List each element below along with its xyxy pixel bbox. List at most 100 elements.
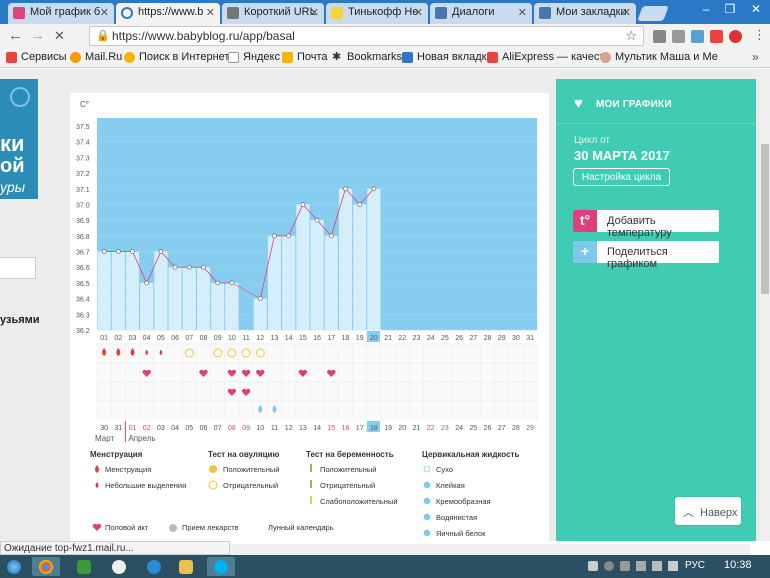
tab-babyblog-url[interactable]: https://www.b ✕: [116, 3, 220, 24]
extension-icon[interactable]: [672, 30, 685, 43]
back-icon[interactable]: ←: [8, 27, 23, 44]
taskbar-ie[interactable]: [140, 557, 168, 576]
yandex-browser-icon: [112, 560, 126, 574]
more-bookmarks-icon[interactable]: »: [752, 50, 759, 64]
forward-icon[interactable]: →: [30, 27, 45, 44]
x-axis-dates: 30 31 01 02 03 04 05 06 07 08 09 10 11 12 13 14 15 16 17 18…: [95, 421, 534, 443]
tab-tinkoff[interactable]: Тинькофф Не ✕: [326, 3, 428, 24]
legend-item: Кремообразная: [436, 497, 491, 506]
pill-icon: [169, 524, 177, 532]
y-axis: C° 37.5 37.4 37.3 37.2 37.1 37.0 36.9 36.8 36.7 36…: [76, 100, 90, 335]
close-icon[interactable]: ✕: [309, 7, 319, 19]
bookmark-label: Mail.Ru: [85, 51, 123, 63]
bookmark-mail[interactable]: Почта: [282, 51, 328, 63]
left-banner[interactable]: ки ой уры: [0, 79, 38, 199]
bookmark-new-tab[interactable]: Новая вкладка: [402, 51, 493, 63]
extension-icon[interactable]: [729, 30, 742, 43]
network-icon[interactable]: [636, 561, 646, 571]
drop-icon: [272, 405, 277, 413]
temperature-point: [258, 296, 263, 301]
day-label: 24: [427, 335, 435, 342]
y-tick-label: 36.8: [76, 234, 90, 241]
close-icon[interactable]: ✕: [621, 7, 631, 19]
taskbar-yandex[interactable]: [105, 557, 133, 576]
bookmark-search[interactable]: Поиск в Интернете: [124, 51, 235, 63]
minimize-icon[interactable]: –: [702, 2, 710, 16]
temperature-segment: [259, 235, 275, 299]
my-charts-title[interactable]: МОИ ГРАФИКИ: [596, 99, 672, 110]
extension-icon[interactable]: [653, 30, 666, 43]
y-tick-label: 37.0: [76, 202, 90, 209]
address-bar[interactable]: 🔒 https://www.babyblog.ru/app/basal ☆: [89, 26, 644, 46]
share-icon: +: [573, 241, 597, 263]
legend-title: Менструация: [90, 450, 143, 459]
bookmark-aliexpress[interactable]: AliExpress — качеств: [487, 51, 610, 63]
steam-icon[interactable]: [604, 561, 614, 571]
date-label: 22: [427, 425, 435, 432]
share-chart-button[interactable]: + Поделиться графиком: [573, 241, 719, 270]
horizontal-scrollbar[interactable]: [230, 544, 750, 555]
clock[interactable]: 10:38: [724, 559, 752, 571]
ovulation-positive-icon: [209, 465, 217, 473]
day-label: 03: [129, 335, 137, 342]
status-text: Ожидание top-fwz1.mail.ru...: [4, 543, 134, 554]
close-icon[interactable]: ✕: [517, 7, 527, 19]
cycle-settings-button[interactable]: Настройка цикла: [573, 168, 670, 186]
tray-icon[interactable]: [588, 561, 598, 571]
tab-short-url[interactable]: Короткий URL ✕: [222, 3, 324, 24]
taskbar-skype[interactable]: [207, 557, 235, 576]
ovulation-test-icon: [227, 348, 237, 358]
tray-icon[interactable]: [620, 561, 630, 571]
heart-icon: [256, 369, 265, 377]
extension-icon[interactable]: [710, 30, 723, 43]
tab-my-chart[interactable]: Мой график б ✕: [8, 3, 114, 24]
day-label: 05: [157, 335, 165, 342]
left-input[interactable]: [0, 257, 36, 279]
day-label: 31: [526, 335, 534, 342]
menu-icon[interactable]: ⋮: [753, 27, 766, 42]
bookmark-services[interactable]: Сервисы: [6, 51, 67, 63]
bookmark-yandex[interactable]: Яндекс: [228, 51, 280, 63]
maximize-icon[interactable]: ❐: [724, 2, 736, 16]
tab-bookmarks-vk[interactable]: Мои закладки ✕: [534, 3, 636, 24]
tab-dialogs[interactable]: Диалоги ✕: [430, 3, 532, 24]
bookmark-bookmarks[interactable]: ✱ Bookmarks: [332, 51, 402, 63]
legend-item: Отрицательный: [320, 481, 375, 490]
back-to-top-button[interactable]: ︿ Наверх: [675, 497, 741, 525]
star-icon[interactable]: ☆: [625, 28, 637, 43]
stop-icon[interactable]: ✕: [54, 28, 65, 43]
vertical-scrollbar[interactable]: [760, 69, 770, 541]
volume-icon[interactable]: [668, 561, 678, 571]
taskbar-media[interactable]: [70, 557, 98, 576]
folder-icon: [179, 560, 193, 574]
scrollbar-thumb[interactable]: [761, 144, 769, 294]
add-temperature-button[interactable]: t° Добавить температуру: [573, 210, 719, 239]
close-icon[interactable]: ✕: [413, 7, 423, 19]
banner-decoration-icon: [10, 87, 30, 107]
ie-icon: [147, 560, 161, 574]
language-indicator[interactable]: РУС: [685, 560, 706, 571]
ovulation-test-icon: [255, 348, 265, 358]
new-tab-icon: [402, 52, 413, 63]
ovulation-negative-icon: [208, 480, 218, 490]
heart-icon: [142, 369, 151, 377]
status-bar: Ожидание top-fwz1.mail.ru...: [0, 541, 230, 555]
window-close-icon[interactable]: ✕: [750, 2, 762, 16]
bookmark-masha[interactable]: Мультик Маша и Ме: [600, 51, 718, 63]
new-tab-button[interactable]: [637, 6, 669, 21]
bookmark-mailru[interactable]: Mail.Ru: [70, 51, 122, 63]
lock-icon: 🔒: [96, 30, 110, 42]
extension-icon[interactable]: [691, 30, 704, 43]
start-button[interactable]: [2, 557, 26, 576]
left-friends-label: узьями: [0, 314, 40, 326]
close-icon[interactable]: ✕: [99, 7, 109, 19]
bookmark-label: Яндекс: [243, 51, 280, 63]
bookmark-label: Новая вкладка: [417, 51, 493, 63]
close-icon[interactable]: ✕: [205, 7, 215, 19]
flag-icon[interactable]: [652, 561, 662, 571]
taskbar-explorer[interactable]: [172, 557, 200, 576]
tab-title: Мои закладки: [556, 6, 627, 18]
taskbar-chrome[interactable]: [32, 557, 60, 576]
share-chart-label: Поделиться графиком: [607, 246, 668, 270]
highlight-date-box: [366, 421, 380, 432]
